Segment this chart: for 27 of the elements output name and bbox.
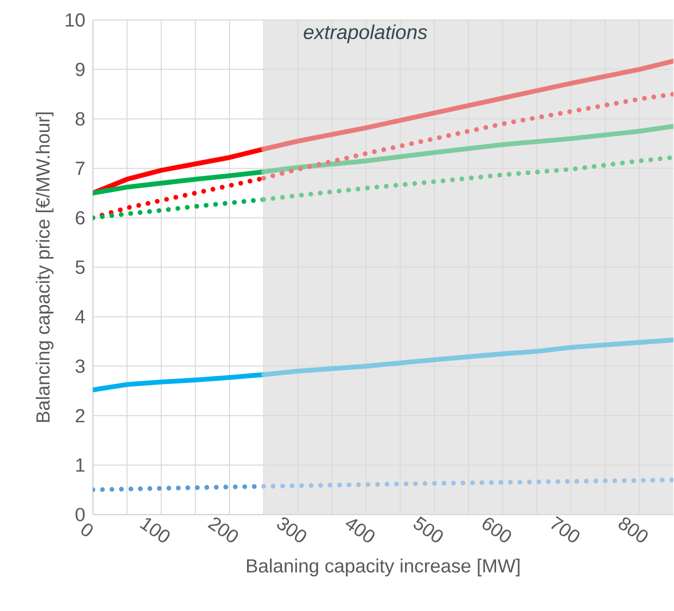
- x-tick-label: 200: [208, 517, 238, 542]
- y-tick-label: 7: [76, 162, 84, 175]
- y-tick-label: 8: [76, 112, 85, 126]
- x-tick-label: 400: [346, 518, 375, 542]
- band-label: extrapolations: [304, 24, 428, 43]
- y-tick-label: 2: [76, 408, 84, 422]
- y-tick-label: 10: [66, 13, 85, 26]
- y-tick-label: 3: [76, 359, 85, 373]
- y-tick-label: 6: [76, 210, 85, 224]
- x-tick-label: 600: [482, 518, 512, 542]
- x-tick-label: 300: [277, 517, 306, 542]
- x-tick-label: 800: [618, 517, 648, 542]
- y-tick-label: 9: [76, 62, 85, 76]
- line-series: [261, 337, 674, 377]
- x-axis-title: Balaning capacity increase [MW]: [247, 558, 520, 576]
- line-series: [261, 58, 674, 152]
- y-tick-label: 5: [76, 260, 85, 274]
- y-axis-title: Balancing capacity price [€/MW.hour]: [36, 112, 54, 422]
- x-tick-label: 500: [414, 516, 443, 542]
- line-series: [261, 124, 674, 174]
- y-tick-label: 4: [75, 310, 85, 324]
- x-tick-label: 100: [140, 518, 170, 542]
- line-series: [92, 169, 266, 196]
- y-tick-label: 0: [76, 508, 85, 522]
- x-tick-label: 700: [551, 516, 580, 542]
- y-tick-label: 1: [76, 458, 84, 472]
- line-series: [261, 154, 674, 202]
